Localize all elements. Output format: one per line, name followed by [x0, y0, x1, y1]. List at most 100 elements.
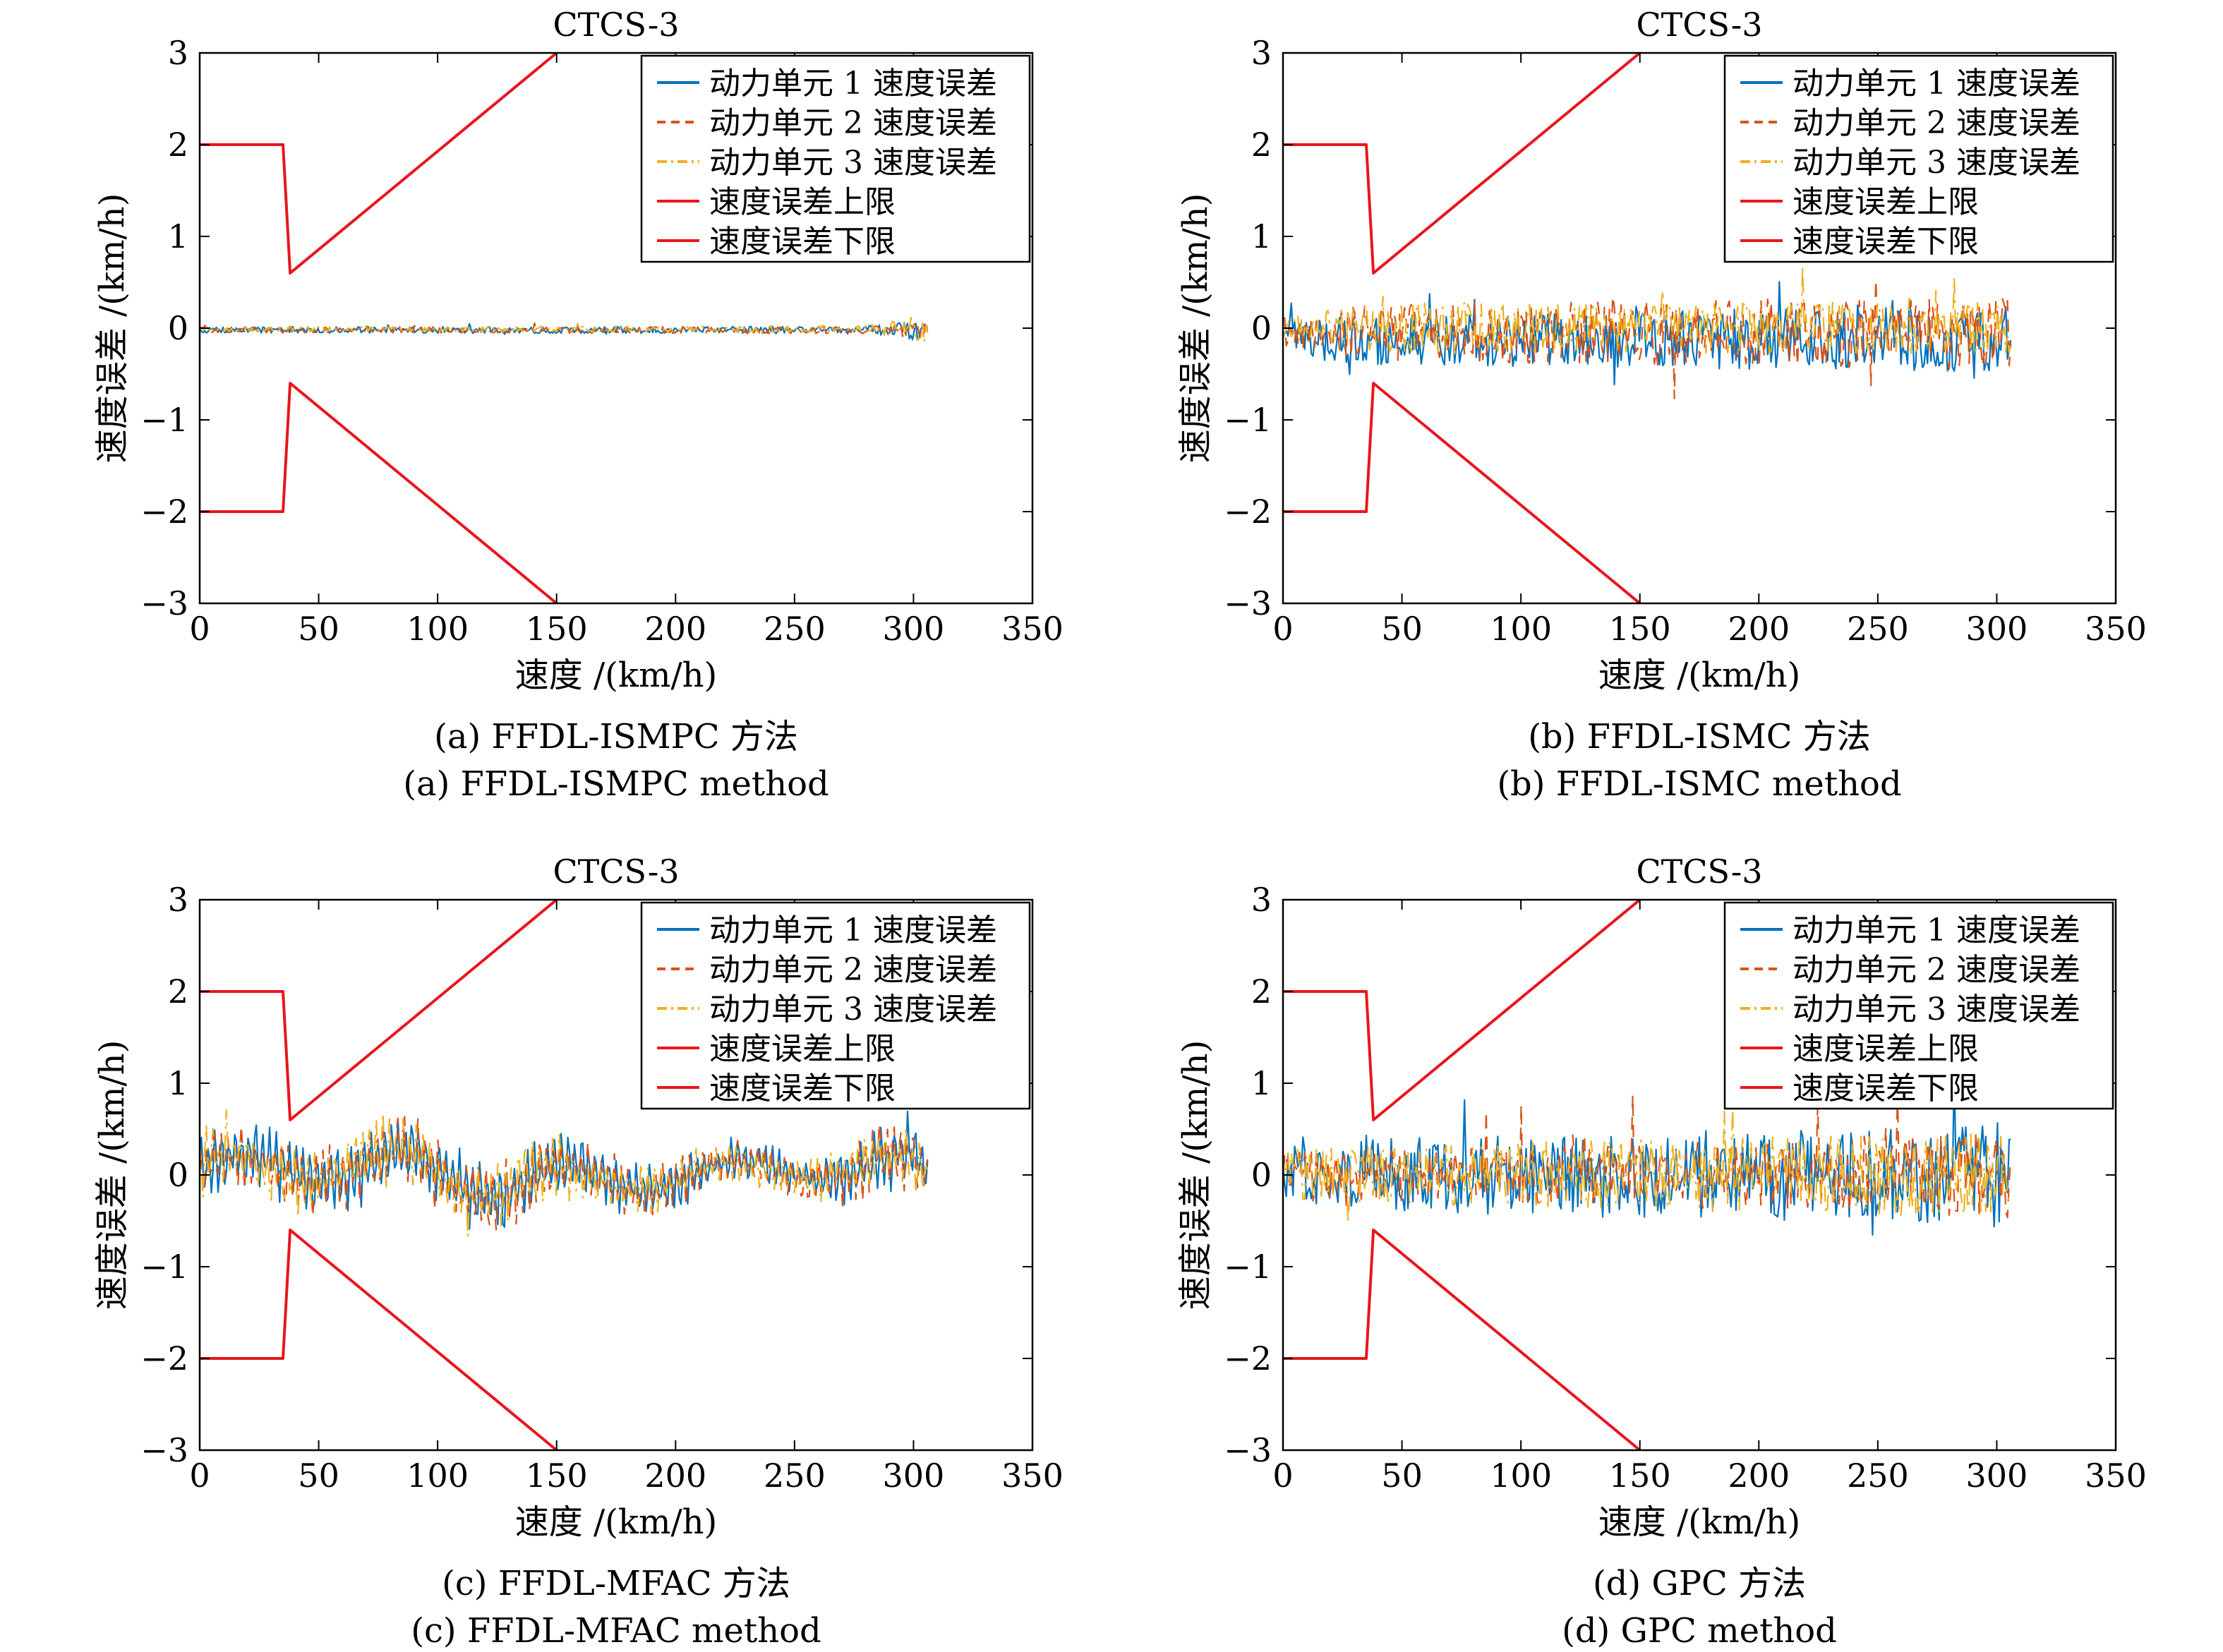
x-tick-label: 300 — [1966, 610, 2028, 648]
x-tick-label: 350 — [1001, 1457, 1064, 1495]
y-tick-label: 1 — [1251, 1064, 1272, 1102]
chart-panel-d: CTCS-3 0 50 100 150 200 250 300 350 3 2 1 0 −1 −2 −3 速度 … — [1176, 852, 2147, 1651]
legend-label-5: 速度误差下限 — [1793, 224, 1979, 260]
y-tick-label: 3 — [1251, 881, 1272, 919]
plot-area — [200, 900, 929, 1450]
caption-en: (a) FFDL-ISMPC method — [403, 764, 829, 804]
x-tick-label: 250 — [1847, 1457, 1909, 1495]
legend-label-5: 速度误差下限 — [709, 224, 896, 260]
x-tick-label: 50 — [298, 610, 339, 648]
limit-line-4 — [200, 382, 558, 603]
y-axis-label: 速度误差 /(km/h) — [1176, 193, 1215, 464]
x-tick-label: 0 — [1272, 610, 1293, 648]
legend-box — [640, 901, 1031, 1110]
y-axis-label: 速度误差 /(km/h) — [1176, 1040, 1215, 1310]
legend-label-5: 速度误差下限 — [709, 1071, 896, 1107]
y-tick-label: −2 — [140, 493, 188, 531]
legend-label-2: 动力单元 2 速度误差 — [1793, 105, 2080, 141]
y-tick-label: −3 — [1224, 1431, 1272, 1469]
legend-label-4: 速度误差上限 — [1793, 1031, 1979, 1067]
chart-panel-b: CTCS-3 0 50 100 150 200 250 300 350 3 2 1 0 −1 −2 −3 速度 … — [1176, 6, 2147, 804]
y-tick-label: 0 — [168, 309, 188, 347]
series-line-1 — [200, 321, 929, 341]
plot-area — [200, 53, 929, 603]
caption-cn: (b) FFDL-ISMC 方法 — [1528, 717, 1871, 756]
x-axis-label: 速度 /(km/h) — [1598, 656, 1801, 695]
series-line-3 — [1283, 265, 2012, 355]
caption-cn: (a) FFDL-ISMPC 方法 — [434, 717, 798, 756]
series-line-3 — [200, 316, 929, 344]
x-tick-label: 250 — [764, 610, 826, 648]
legend-label-3: 动力单元 3 速度误差 — [709, 991, 997, 1027]
y-tick-label: 1 — [1251, 217, 1272, 255]
y-tick-label: −2 — [1224, 493, 1272, 531]
caption-en: (b) FFDL-ISMC method — [1497, 764, 1901, 804]
limit-line-3 — [200, 53, 558, 275]
x-tick-label: 350 — [2085, 1457, 2147, 1495]
caption-en: (c) FFDL-MFAC method — [411, 1611, 821, 1649]
y-axis-label: 速度误差 /(km/h) — [92, 1040, 132, 1310]
x-tick-label: 50 — [1381, 1457, 1423, 1495]
y-tick-label: 2 — [168, 972, 188, 1011]
y-tick-label: −1 — [1224, 401, 1272, 439]
x-tick-label: 200 — [1728, 1457, 1790, 1495]
caption-cn: (d) GPC 方法 — [1593, 1564, 1806, 1603]
legend-label-3: 动力单元 3 速度误差 — [1793, 991, 2080, 1027]
y-tick-label: 2 — [1251, 126, 1272, 164]
chart-panel-c: CTCS-3 0 50 100 150 200 250 300 350 3 2 1 0 −1 −2 −3 速度 … — [92, 852, 1064, 1651]
limit-line-3 — [1283, 900, 1641, 1121]
caption-cn: (c) FFDL-MFAC 方法 — [442, 1564, 790, 1603]
x-tick-label: 300 — [883, 610, 945, 648]
series-line-3 — [200, 1109, 929, 1238]
x-axis-label: 速度 /(km/h) — [1598, 1502, 1801, 1542]
chart-title: CTCS-3 — [1636, 852, 1762, 891]
y-axis-label: 速度误差 /(km/h) — [92, 193, 132, 464]
limit-line-4 — [200, 1229, 558, 1450]
y-tick-label: −2 — [1224, 1339, 1272, 1377]
plot-area — [1283, 900, 2012, 1450]
y-tick-label: 3 — [1251, 34, 1272, 72]
legend-box — [1723, 901, 2114, 1110]
chart-panel-a: CTCS-3 0 50 100 150 200 250 300 350 3 2 1 0 −1 −2 −3 速度 … — [92, 6, 1064, 804]
x-tick-label: 200 — [644, 610, 706, 648]
x-tick-label: 100 — [406, 1457, 469, 1495]
legend-label-3: 动力单元 3 速度误差 — [709, 145, 997, 181]
y-tick-label: 0 — [168, 1156, 188, 1194]
x-tick-label: 200 — [1728, 610, 1790, 648]
chart-title: CTCS-3 — [553, 6, 679, 44]
x-tick-label: 100 — [406, 610, 469, 648]
series-line-1 — [1283, 1068, 2011, 1236]
x-tick-label: 250 — [764, 1457, 826, 1495]
y-tick-label: 0 — [1251, 309, 1272, 347]
y-tick-label: −1 — [1224, 1248, 1272, 1286]
y-tick-label: −3 — [140, 584, 188, 622]
legend-label-1: 动力单元 1 速度误差 — [1793, 66, 2080, 102]
y-tick-label: 2 — [1251, 972, 1272, 1011]
x-tick-label: 300 — [1966, 1457, 2028, 1495]
x-tick-label: 350 — [2085, 610, 2147, 648]
x-tick-label: 0 — [189, 610, 210, 648]
legend-label-4: 速度误差上限 — [1793, 184, 1979, 220]
legend-box — [640, 54, 1031, 263]
y-tick-label: 2 — [168, 126, 188, 164]
x-tick-label: 150 — [1609, 1457, 1671, 1495]
x-axis-label: 速度 /(km/h) — [515, 1502, 718, 1542]
x-tick-label: 250 — [1847, 610, 1909, 648]
legend-label-2: 动力单元 2 速度误差 — [709, 105, 997, 141]
limit-line-4 — [1283, 382, 1641, 603]
y-tick-label: 1 — [168, 1064, 188, 1102]
chart-title: CTCS-3 — [553, 852, 679, 891]
x-tick-label: 100 — [1490, 1457, 1552, 1495]
x-tick-label: 200 — [644, 1457, 706, 1495]
limit-line-4 — [1283, 1229, 1641, 1450]
y-tick-label: −3 — [1224, 584, 1272, 622]
x-tick-label: 50 — [1381, 610, 1423, 648]
y-tick-label: 3 — [168, 881, 188, 919]
series-line-2 — [200, 319, 929, 339]
caption-en: (d) GPC method — [1562, 1611, 1837, 1649]
y-tick-label: −3 — [140, 1431, 188, 1469]
